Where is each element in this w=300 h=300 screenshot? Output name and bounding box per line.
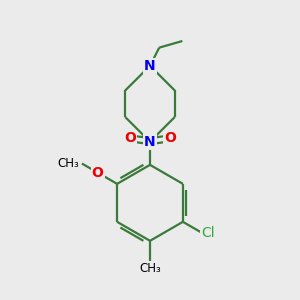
Text: Cl: Cl xyxy=(202,226,215,240)
Text: N: N xyxy=(144,59,156,73)
Text: O: O xyxy=(164,131,176,146)
Text: O: O xyxy=(124,131,136,146)
Text: N: N xyxy=(144,135,156,149)
Text: CH₃: CH₃ xyxy=(139,262,161,275)
Text: CH₃: CH₃ xyxy=(58,157,79,170)
Text: O: O xyxy=(92,166,103,180)
Text: S: S xyxy=(145,134,155,148)
